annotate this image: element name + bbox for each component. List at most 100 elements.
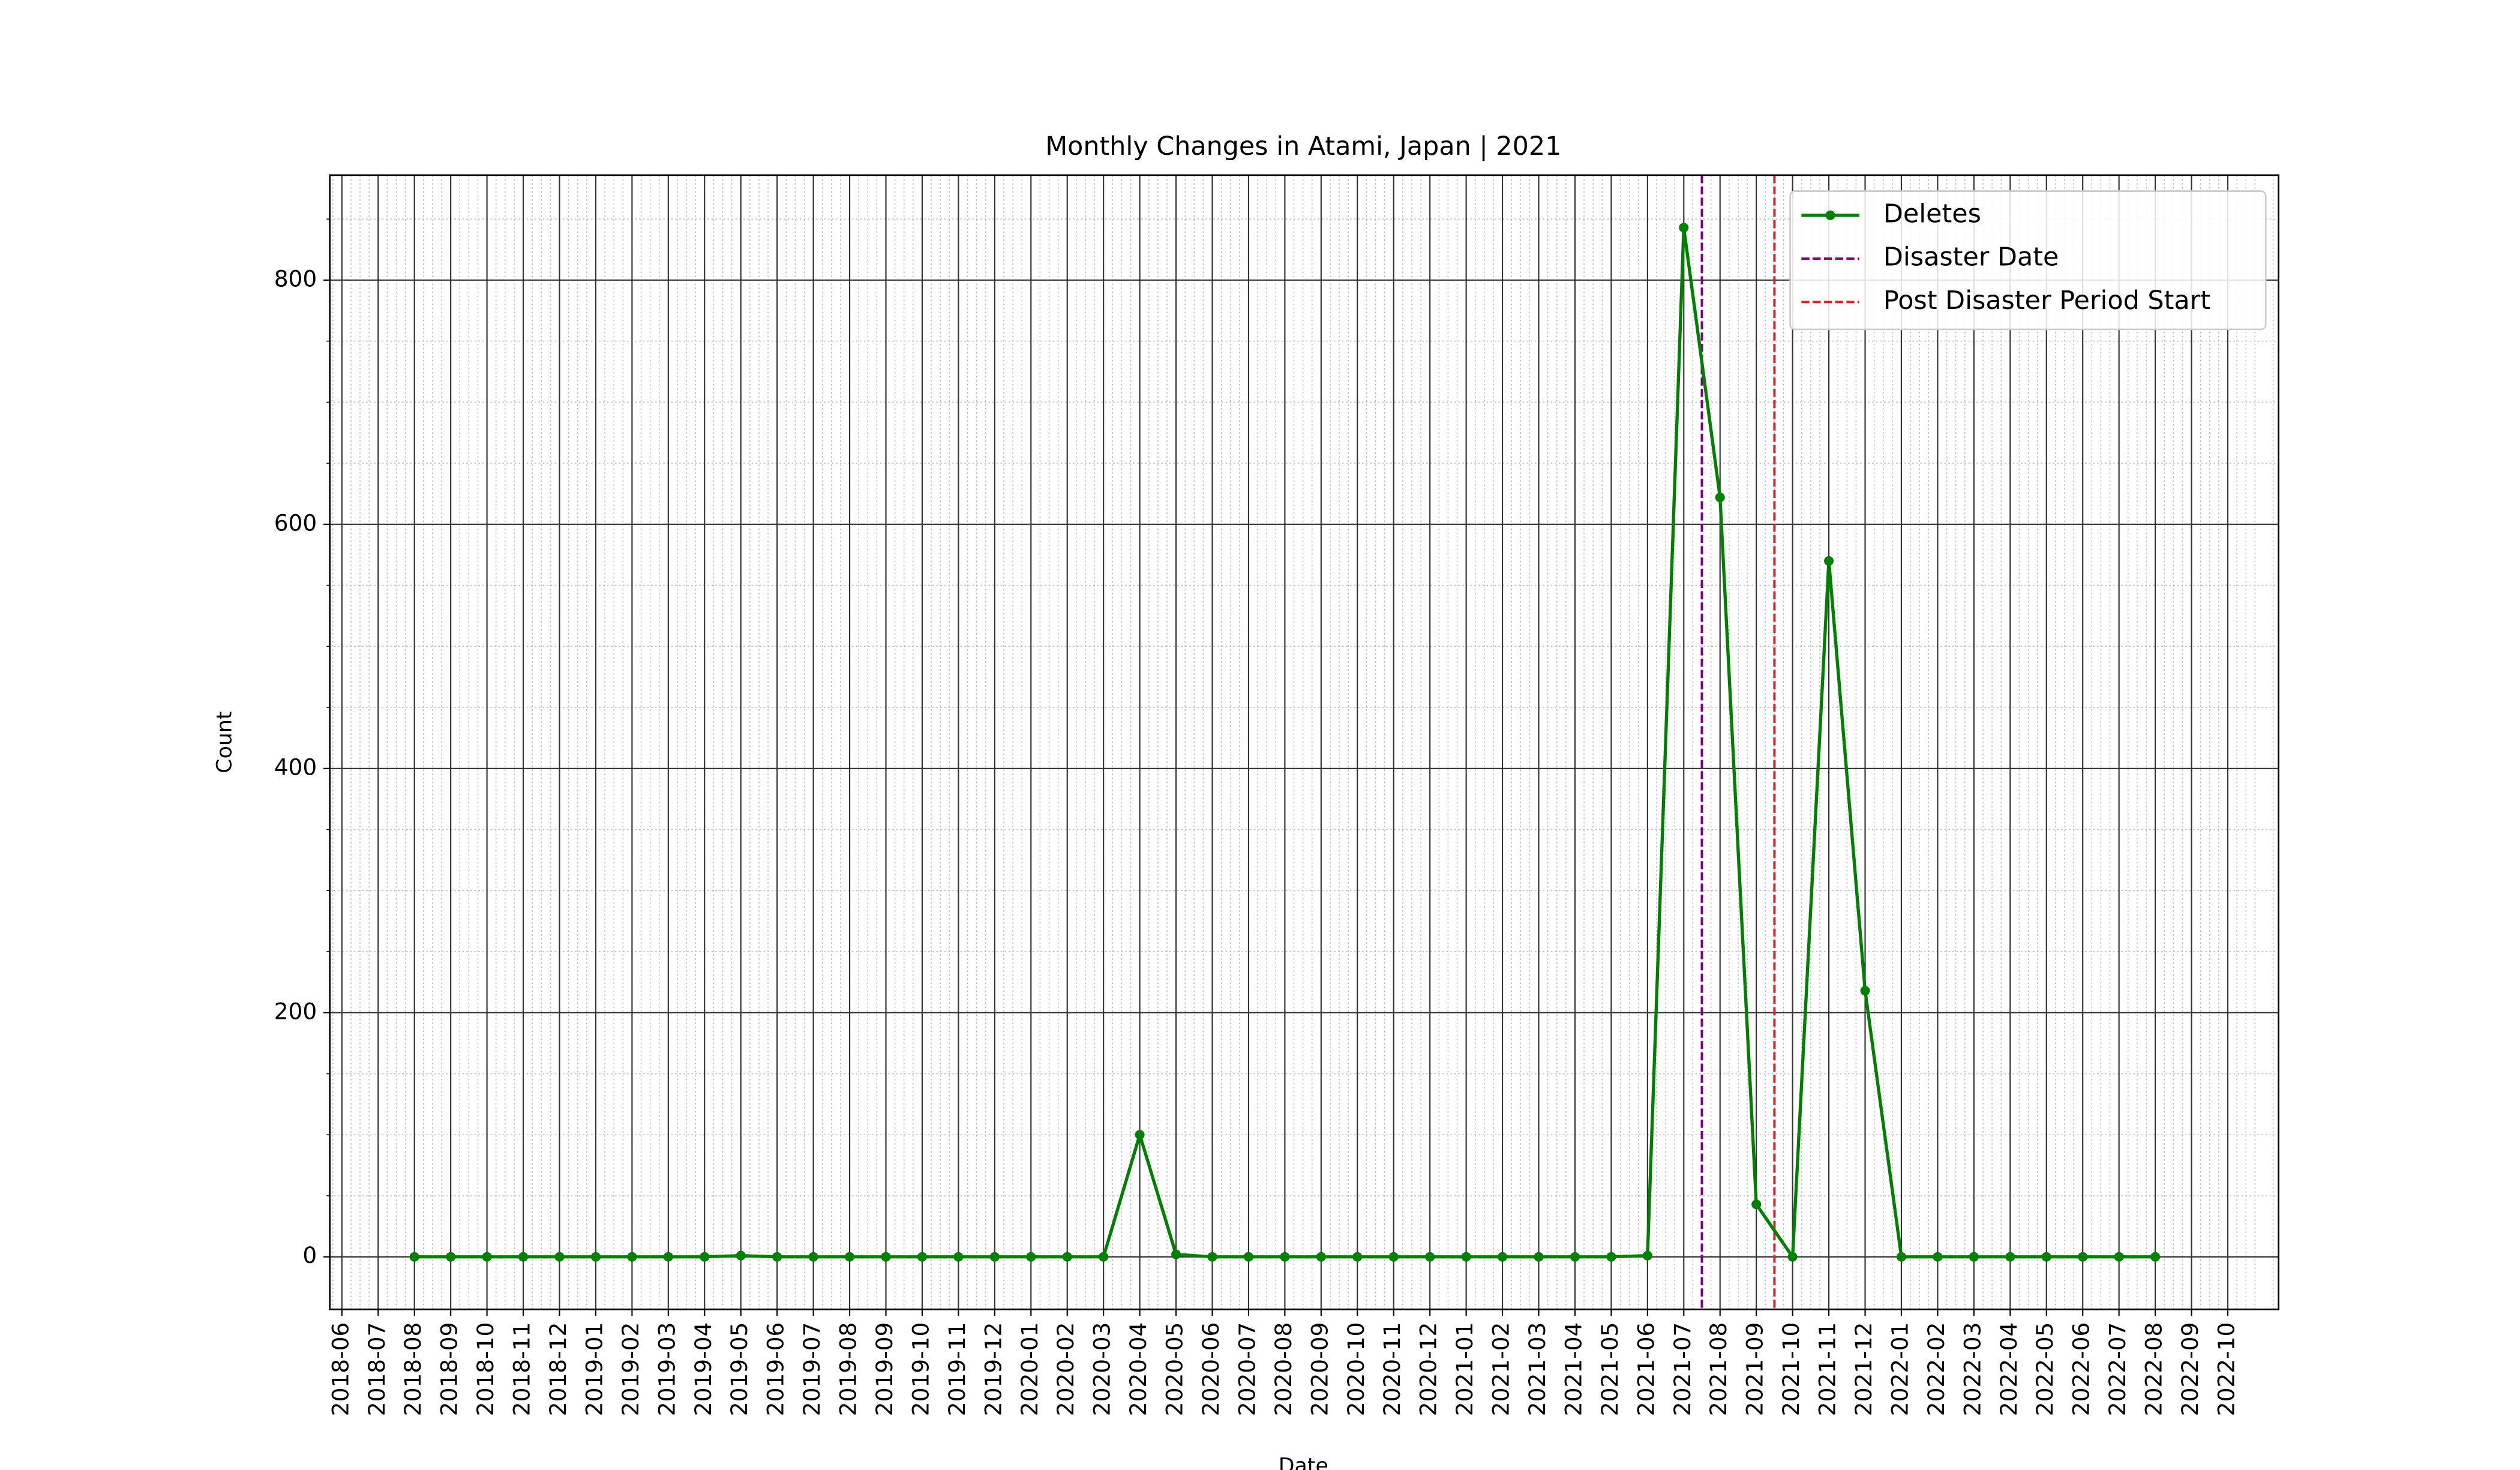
x-tick-label: 2019-04: [690, 1322, 716, 1417]
x-tick-label: 2021-11: [1814, 1322, 1841, 1417]
x-tick-label: 2021-01: [1451, 1322, 1478, 1417]
y-tick-label: 600: [274, 509, 317, 536]
x-tick-label: 2019-12: [980, 1322, 1006, 1417]
x-tick-label: 2022-10: [2213, 1322, 2239, 1417]
x-tick-label: 2020-11: [1379, 1322, 1405, 1417]
x-tick-label: 2020-12: [1415, 1322, 1442, 1417]
x-tick-label: 2019-05: [726, 1322, 752, 1417]
data-point: [1824, 556, 1834, 566]
data-point: [736, 1250, 746, 1261]
x-tick-label: 2020-04: [1125, 1322, 1151, 1417]
data-point: [845, 1252, 855, 1262]
x-tick-label: 2018-10: [472, 1322, 499, 1417]
data-point: [1062, 1252, 1072, 1262]
y-tick-label: 400: [274, 754, 317, 780]
x-tick-label: 2018-06: [327, 1322, 353, 1417]
data-point: [1570, 1252, 1580, 1262]
data-point: [1498, 1252, 1508, 1262]
data-point: [1388, 1252, 1399, 1262]
x-tick-label: 2019-06: [763, 1322, 789, 1417]
y-tick-label: 0: [302, 1242, 317, 1268]
data-point: [627, 1252, 637, 1262]
x-tick-label: 2022-06: [2068, 1322, 2095, 1417]
x-tick-label: 2018-09: [436, 1322, 463, 1417]
x-tick-label: 2019-08: [835, 1322, 862, 1417]
x-tick-label: 2019-01: [581, 1322, 607, 1417]
x-tick-label: 2020-03: [1089, 1322, 1115, 1417]
x-tick-label: 2019-02: [617, 1322, 644, 1417]
x-tick-label: 2022-05: [2032, 1322, 2058, 1417]
data-point: [1243, 1252, 1253, 1262]
data-point: [989, 1252, 1000, 1262]
data-point: [917, 1252, 927, 1262]
data-point: [1896, 1252, 1906, 1262]
x-tick-label: 2019-07: [799, 1322, 825, 1417]
x-tick-label: 2021-10: [1778, 1322, 1804, 1417]
data-point: [1099, 1252, 1109, 1262]
x-tick-label: 2021-05: [1597, 1322, 1623, 1417]
data-point: [2078, 1252, 2088, 1262]
x-tick-label: 2020-07: [1234, 1322, 1260, 1417]
x-tick-label: 2022-03: [1959, 1322, 1985, 1417]
data-point: [1425, 1252, 1435, 1262]
x-tick-label: 2018-11: [509, 1322, 535, 1417]
y-tick-label: 800: [274, 265, 317, 292]
x-tick-label: 2021-08: [1705, 1322, 1732, 1417]
x-tick-label: 2020-02: [1052, 1322, 1079, 1417]
x-tick-label: 2020-09: [1306, 1322, 1333, 1417]
data-point: [772, 1252, 782, 1262]
data-point: [1135, 1130, 1145, 1140]
data-point: [1316, 1252, 1326, 1262]
data-point: [1534, 1252, 1544, 1262]
data-point: [554, 1252, 565, 1262]
data-point: [1679, 223, 1689, 233]
chart-title: Monthly Changes in Atami, Japan | 2021: [1045, 131, 1561, 161]
x-tick-label: 2022-02: [1923, 1322, 1949, 1417]
data-point: [953, 1252, 964, 1262]
data-point: [1969, 1252, 1979, 1262]
x-tick-label: 2021-04: [1560, 1322, 1586, 1417]
x-tick-label: 2019-09: [871, 1322, 898, 1417]
data-point: [663, 1252, 673, 1262]
data-point: [881, 1252, 891, 1262]
x-tick-label: 2020-06: [1198, 1322, 1224, 1417]
data-point: [1860, 986, 1870, 996]
x-tick-label: 2022-04: [1996, 1322, 2022, 1417]
data-point: [482, 1252, 492, 1262]
legend-label: Disaster Date: [1883, 242, 2059, 272]
data-point: [1606, 1252, 1616, 1262]
data-point: [590, 1252, 601, 1262]
x-tick-label: 2018-07: [364, 1322, 390, 1417]
x-tick-label: 2020-10: [1343, 1322, 1369, 1417]
data-point: [1787, 1252, 1798, 1262]
x-tick-label: 2022-08: [2141, 1322, 2167, 1417]
x-tick-label: 2022-01: [1886, 1322, 1913, 1417]
legend-label: Post Disaster Period Start: [1883, 286, 2210, 316]
data-point: [1933, 1252, 1943, 1262]
x-axis-label: Date: [1279, 1454, 1328, 1470]
data-point: [1171, 1249, 1181, 1259]
data-point: [1352, 1252, 1363, 1262]
data-point: [700, 1252, 710, 1262]
data-point: [2005, 1252, 2015, 1262]
y-tick-label: 200: [274, 998, 317, 1024]
data-point: [2150, 1252, 2161, 1262]
plot-frame: [329, 174, 2279, 1310]
x-tick-label: 2022-09: [2177, 1322, 2203, 1417]
x-tick-label: 2020-01: [1016, 1322, 1043, 1417]
x-tick-label: 2020-05: [1162, 1322, 1188, 1417]
data-point: [1207, 1252, 1217, 1262]
x-tick-label: 2019-03: [653, 1322, 680, 1417]
x-tick-label: 2021-06: [1633, 1322, 1659, 1417]
legend: Deletes Disaster Date Post Disaster Period…: [1789, 190, 2267, 331]
x-tick-label: 2018-12: [545, 1322, 571, 1417]
x-tick-label: 2022-07: [2104, 1322, 2131, 1417]
data-point: [2114, 1252, 2124, 1262]
legend-box: [1789, 190, 2267, 331]
x-tick-label: 2021-12: [1850, 1322, 1877, 1417]
data-point: [1715, 493, 1725, 503]
data-point: [446, 1252, 456, 1262]
legend-marker: [1825, 210, 1835, 220]
x-tick-label: 2021-02: [1488, 1322, 1514, 1417]
